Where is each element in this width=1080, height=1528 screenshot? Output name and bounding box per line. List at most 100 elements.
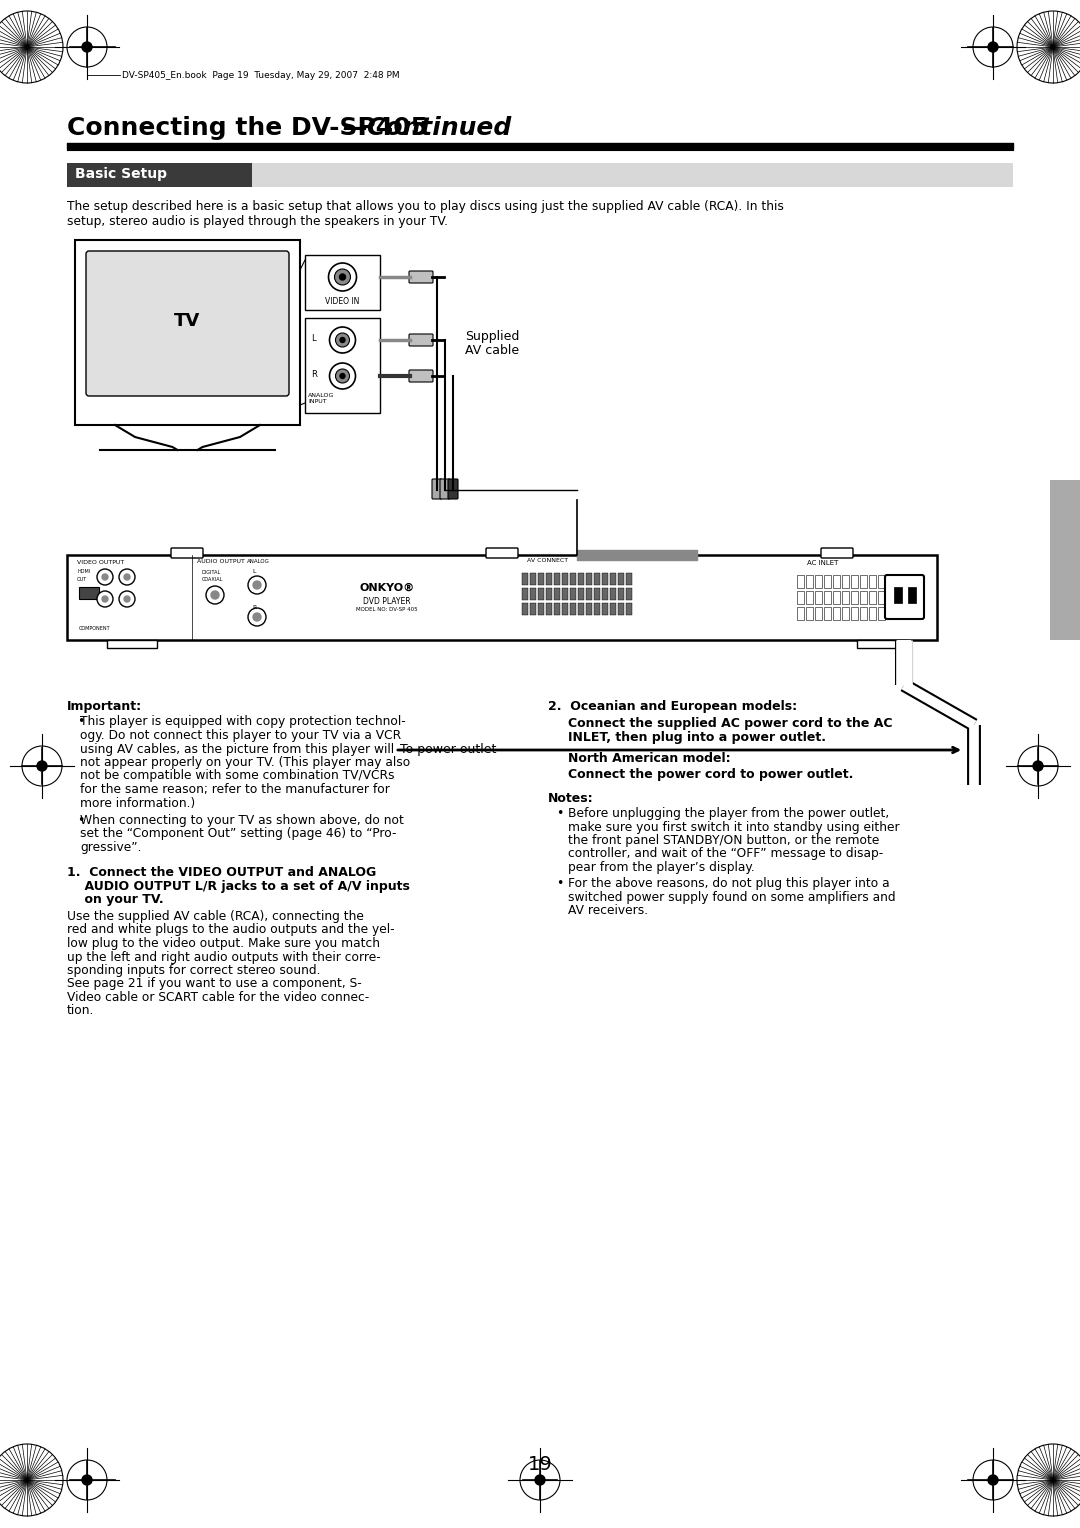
- Text: VIDEO OUTPUT: VIDEO OUTPUT: [77, 559, 124, 565]
- Text: MODEL NO: DV-SP 405: MODEL NO: DV-SP 405: [356, 607, 418, 613]
- Text: This player is equipped with copy protection technol-: This player is equipped with copy protec…: [80, 715, 406, 729]
- FancyBboxPatch shape: [824, 575, 831, 588]
- Text: —Continued: —Continued: [342, 116, 511, 141]
- Text: When connecting to your TV as shown above, do not: When connecting to your TV as shown abov…: [80, 814, 404, 827]
- FancyBboxPatch shape: [440, 478, 450, 500]
- Circle shape: [102, 575, 108, 581]
- FancyBboxPatch shape: [821, 549, 853, 558]
- Circle shape: [119, 591, 135, 607]
- Text: To power outlet: To power outlet: [400, 744, 497, 756]
- FancyBboxPatch shape: [618, 588, 624, 601]
- FancyBboxPatch shape: [842, 575, 849, 588]
- FancyBboxPatch shape: [562, 604, 568, 614]
- Text: pear from the player’s display.: pear from the player’s display.: [568, 860, 755, 874]
- Circle shape: [336, 333, 350, 347]
- Text: AV CONNECT: AV CONNECT: [527, 558, 568, 562]
- FancyBboxPatch shape: [67, 163, 1013, 186]
- Circle shape: [1032, 761, 1043, 772]
- Text: AV receivers.: AV receivers.: [568, 905, 648, 917]
- Circle shape: [329, 364, 355, 390]
- FancyBboxPatch shape: [842, 591, 849, 604]
- FancyBboxPatch shape: [878, 575, 885, 588]
- Text: sponding inputs for correct stereo sound.: sponding inputs for correct stereo sound…: [67, 964, 321, 976]
- Circle shape: [340, 338, 345, 342]
- Text: AV cable: AV cable: [465, 344, 519, 358]
- Text: not be compatible with some combination TV/VCRs: not be compatible with some combination …: [80, 770, 394, 782]
- FancyBboxPatch shape: [586, 604, 592, 614]
- FancyBboxPatch shape: [409, 270, 433, 283]
- Circle shape: [336, 368, 350, 384]
- Text: gressive”.: gressive”.: [80, 840, 141, 854]
- Text: 1.  Connect the VIDEO OUTPUT and ANALOG: 1. Connect the VIDEO OUTPUT and ANALOG: [67, 866, 376, 880]
- FancyBboxPatch shape: [594, 604, 600, 614]
- FancyBboxPatch shape: [562, 588, 568, 601]
- FancyBboxPatch shape: [878, 591, 885, 604]
- FancyBboxPatch shape: [409, 370, 433, 382]
- FancyBboxPatch shape: [530, 588, 536, 601]
- FancyBboxPatch shape: [522, 573, 528, 585]
- FancyBboxPatch shape: [546, 604, 552, 614]
- FancyBboxPatch shape: [610, 604, 616, 614]
- FancyBboxPatch shape: [409, 335, 433, 345]
- Text: HDMI: HDMI: [77, 568, 91, 575]
- Text: Video cable or SCART cable for the video connec-: Video cable or SCART cable for the video…: [67, 992, 369, 1004]
- FancyBboxPatch shape: [522, 604, 528, 614]
- Circle shape: [124, 596, 130, 602]
- FancyBboxPatch shape: [833, 607, 840, 620]
- Text: North American model:: North American model:: [568, 752, 731, 766]
- FancyBboxPatch shape: [530, 604, 536, 614]
- Text: AUDIO OUTPUT: AUDIO OUTPUT: [197, 559, 245, 564]
- Circle shape: [328, 263, 356, 290]
- Circle shape: [248, 576, 266, 594]
- Text: Connecting the DV-SP405: Connecting the DV-SP405: [67, 116, 428, 141]
- FancyBboxPatch shape: [602, 573, 608, 585]
- FancyBboxPatch shape: [570, 604, 576, 614]
- Text: DVD PLAYER: DVD PLAYER: [363, 597, 410, 607]
- Circle shape: [340, 373, 345, 379]
- FancyBboxPatch shape: [305, 255, 380, 310]
- Text: the front panel STANDBY/ON button, or the remote: the front panel STANDBY/ON button, or th…: [568, 834, 879, 847]
- FancyBboxPatch shape: [860, 607, 867, 620]
- FancyBboxPatch shape: [538, 573, 544, 585]
- FancyBboxPatch shape: [107, 640, 157, 648]
- Circle shape: [37, 761, 48, 772]
- Circle shape: [329, 327, 355, 353]
- Text: ogy. Do not connect this player to your TV via a VCR: ogy. Do not connect this player to your …: [80, 729, 401, 743]
- Circle shape: [335, 269, 351, 286]
- Text: R: R: [311, 370, 316, 379]
- Text: controller, and wait of the “OFF” message to disap-: controller, and wait of the “OFF” messag…: [568, 848, 883, 860]
- Text: OUT: OUT: [77, 578, 87, 582]
- FancyBboxPatch shape: [586, 573, 592, 585]
- Text: on your TV.: on your TV.: [67, 894, 164, 906]
- FancyBboxPatch shape: [305, 318, 380, 413]
- Text: up the left and right audio outputs with their corre-: up the left and right audio outputs with…: [67, 950, 381, 964]
- FancyBboxPatch shape: [538, 604, 544, 614]
- FancyBboxPatch shape: [546, 588, 552, 601]
- Circle shape: [124, 575, 130, 581]
- Text: ANALOG: ANALOG: [247, 559, 270, 564]
- FancyBboxPatch shape: [67, 163, 252, 186]
- FancyBboxPatch shape: [610, 573, 616, 585]
- Text: •: •: [77, 715, 84, 729]
- Circle shape: [253, 613, 261, 620]
- Text: for the same reason; refer to the manufacturer for: for the same reason; refer to the manufa…: [80, 782, 390, 796]
- FancyBboxPatch shape: [578, 588, 584, 601]
- FancyBboxPatch shape: [860, 575, 867, 588]
- Text: DV-SP405_En.book  Page 19  Tuesday, May 29, 2007  2:48 PM: DV-SP405_En.book Page 19 Tuesday, May 29…: [122, 70, 400, 79]
- Text: ANALOG
INPUT: ANALOG INPUT: [308, 393, 335, 403]
- FancyBboxPatch shape: [806, 575, 813, 588]
- FancyBboxPatch shape: [594, 573, 600, 585]
- Text: For the above reasons, do not plug this player into a: For the above reasons, do not plug this …: [568, 877, 890, 891]
- FancyBboxPatch shape: [578, 604, 584, 614]
- Text: •: •: [556, 807, 564, 821]
- Text: AUDIO OUTPUT L/R jacks to a set of A/V inputs: AUDIO OUTPUT L/R jacks to a set of A/V i…: [67, 880, 410, 892]
- FancyBboxPatch shape: [869, 575, 876, 588]
- FancyBboxPatch shape: [806, 607, 813, 620]
- FancyBboxPatch shape: [894, 587, 902, 604]
- FancyBboxPatch shape: [578, 573, 584, 585]
- FancyBboxPatch shape: [908, 587, 916, 604]
- Text: Before unplugging the player from the power outlet,: Before unplugging the player from the po…: [568, 807, 889, 821]
- Text: The setup described here is a basic setup that allows you to play discs using ju: The setup described here is a basic setu…: [67, 200, 784, 212]
- FancyBboxPatch shape: [602, 604, 608, 614]
- Circle shape: [248, 608, 266, 626]
